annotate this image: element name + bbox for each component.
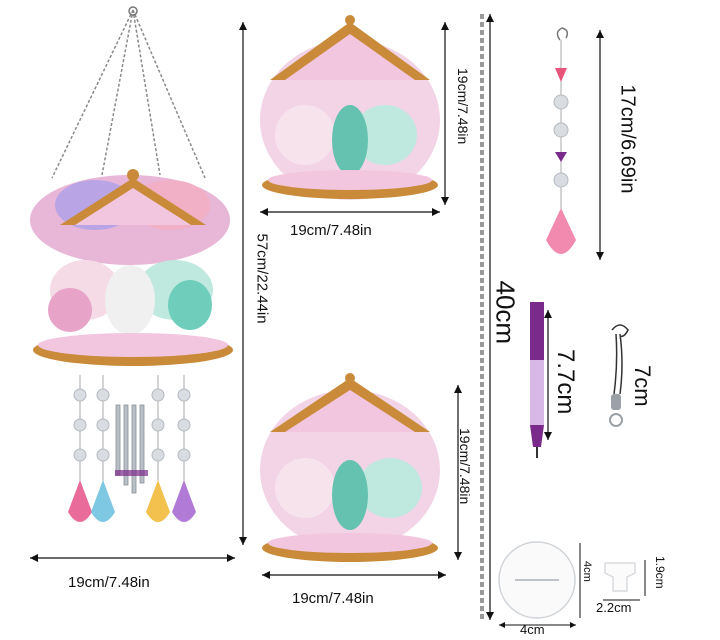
clip-width-label: 2.2cm	[596, 600, 632, 615]
disc-diameter-label: 4cm	[520, 622, 545, 637]
full-width-label: 19cm/7.48in	[68, 574, 150, 591]
bottom-panel-width-label: 19cm/7.48in	[292, 590, 374, 607]
top-panel-width-label: 19cm/7.48in	[290, 222, 372, 239]
clip-height-label: 1.9cm	[653, 556, 667, 589]
